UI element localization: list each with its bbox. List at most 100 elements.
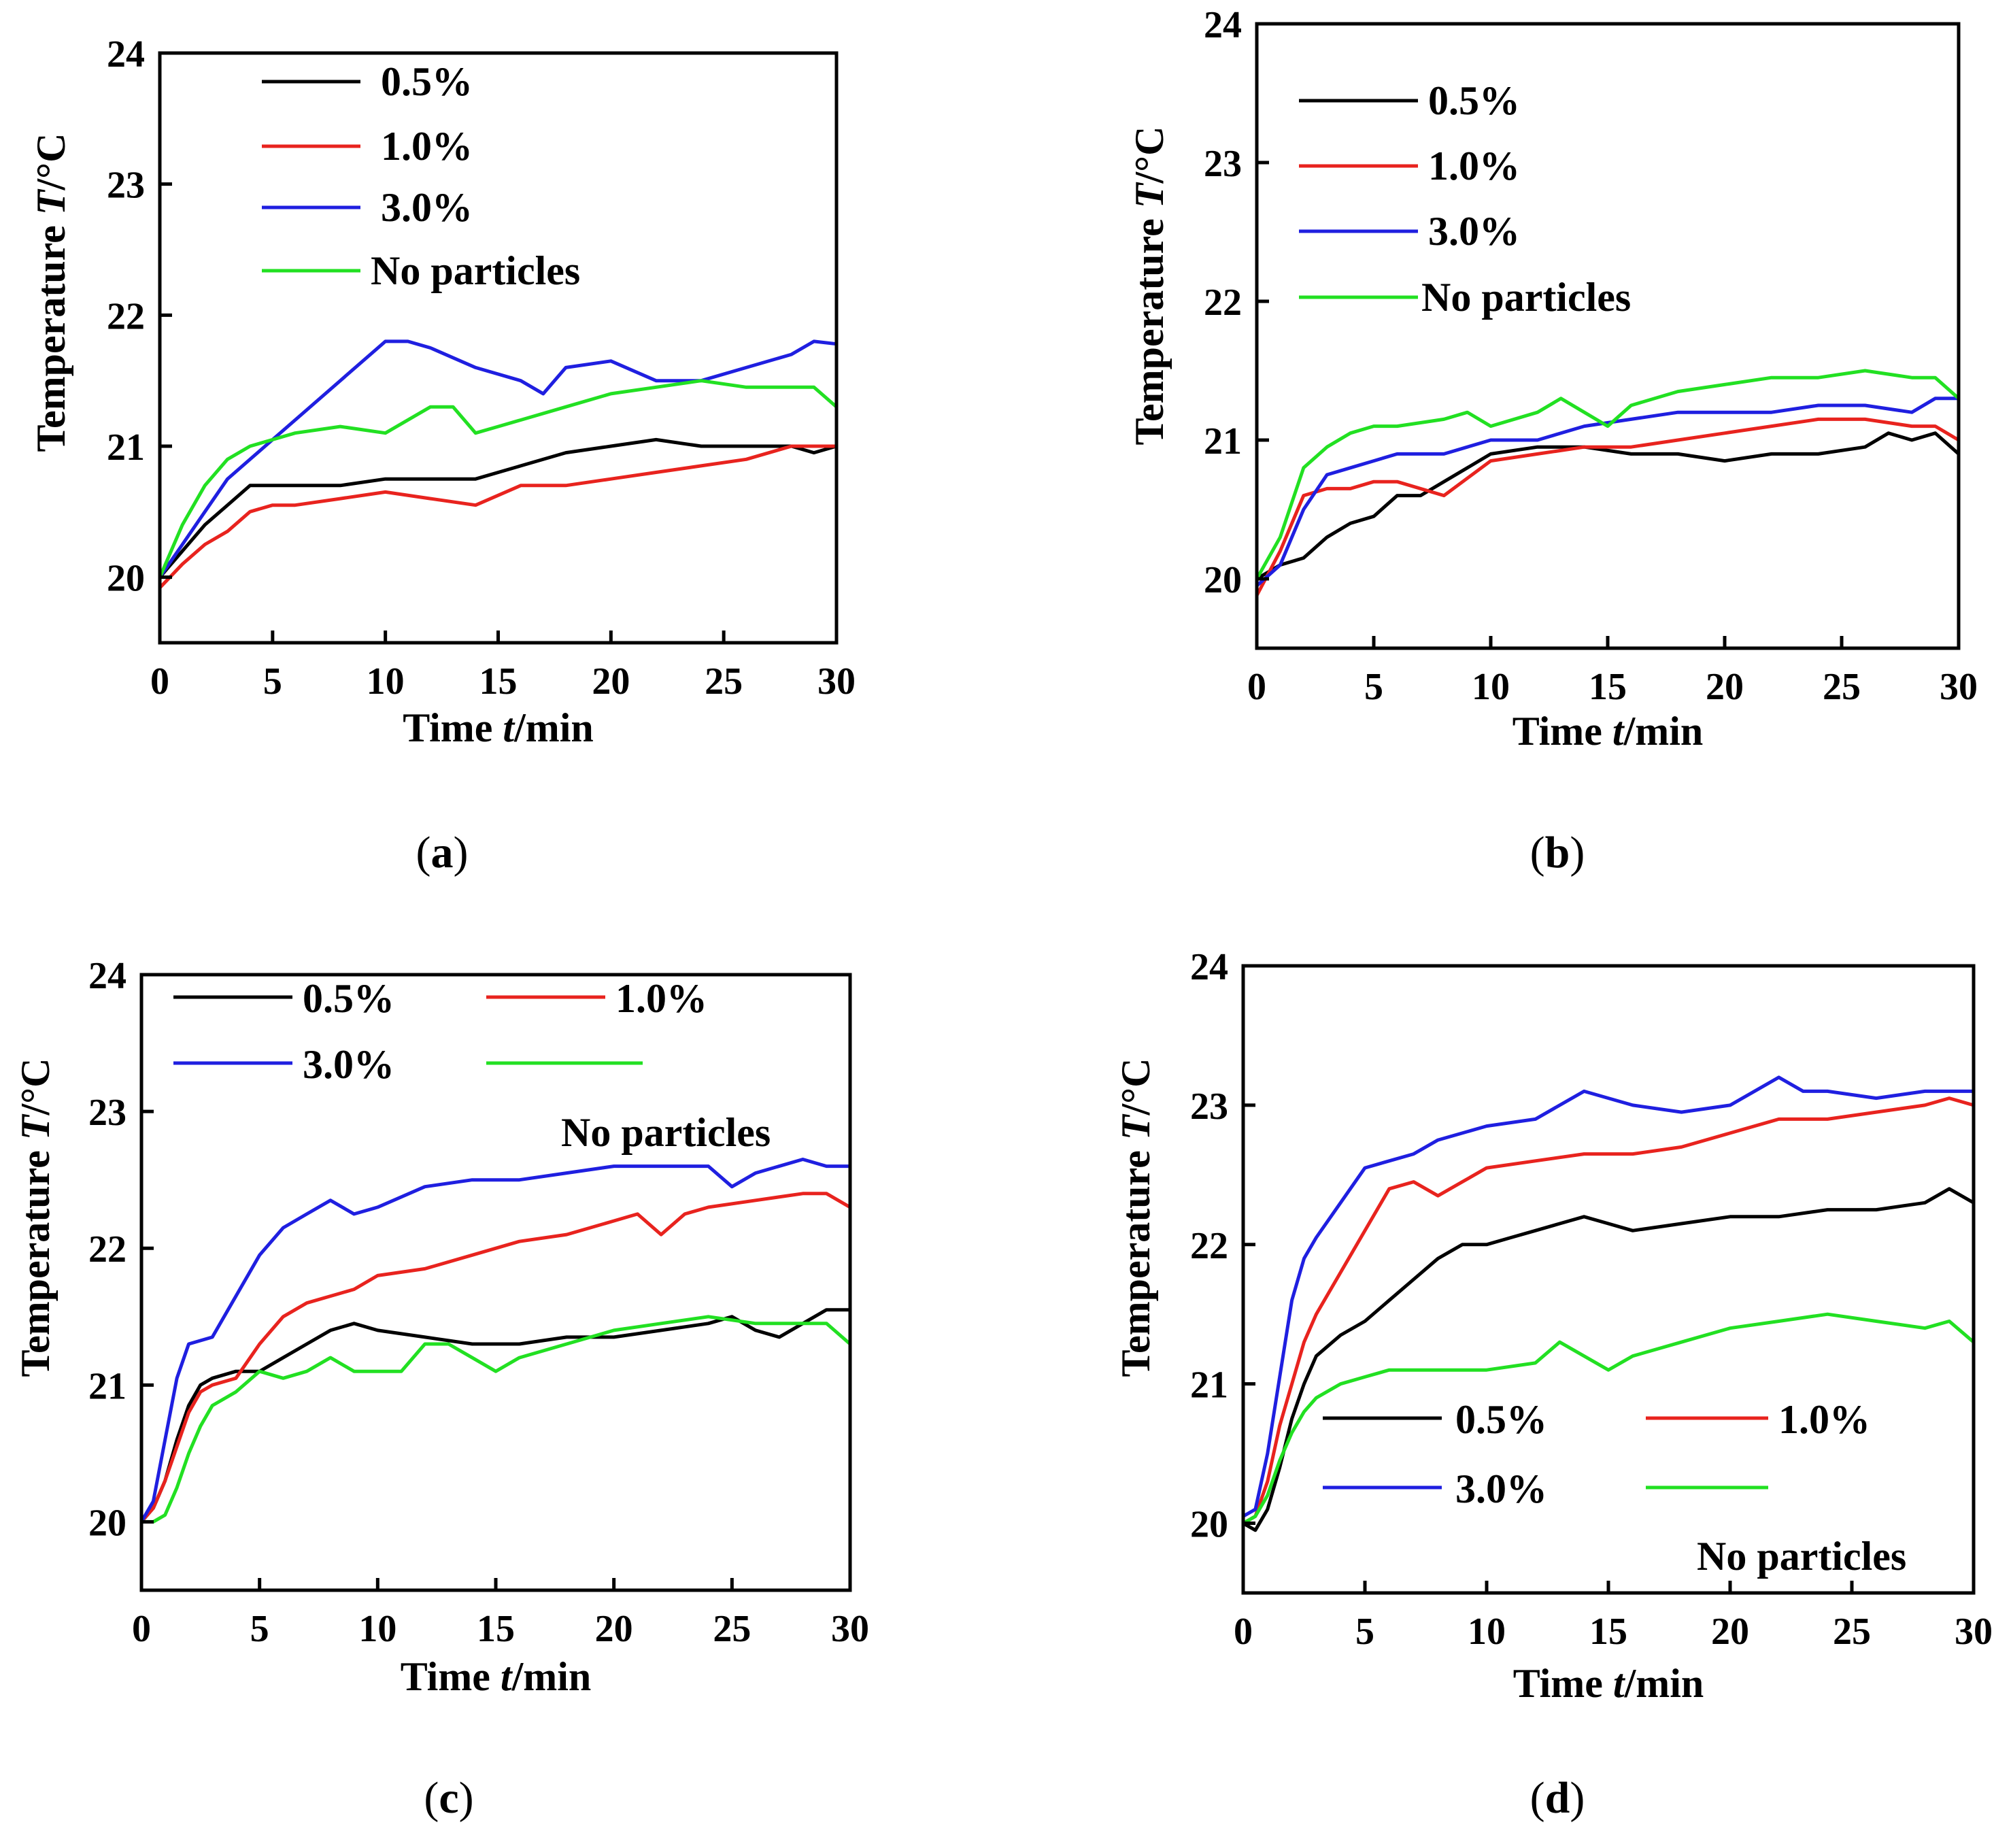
series-line-3-2	[139, 1192, 852, 1524]
panel-label-letter: d	[1545, 1773, 1570, 1823]
y-tick-label: 21	[1204, 420, 1242, 463]
x-tick-label: 20	[1706, 666, 1744, 708]
y-tick-label: 23	[107, 165, 145, 207]
x-tick-label: 30	[1940, 666, 1978, 708]
legend-label: No particles	[1697, 1534, 1906, 1579]
y-tick-label: 20	[107, 558, 145, 600]
y-tick-label: 22	[88, 1228, 126, 1271]
y-tick-label: 24	[1204, 4, 1242, 46]
legend: 0.5% 1.0% 3.0% No particles	[173, 976, 771, 1155]
x-axis-title-main: Time	[1513, 1661, 1613, 1706]
x-tick-label: 20	[592, 660, 630, 703]
series-line-4-1	[1241, 1187, 1976, 1532]
x-axis-title-var: t	[503, 705, 516, 750]
series-line-2-1	[1255, 431, 1961, 581]
legend-label: 0.5%	[1428, 78, 1520, 123]
y-tick-label: 24	[88, 955, 126, 997]
legend-label: 1.0%	[1428, 144, 1520, 188]
y-tick-label: 23	[88, 1092, 126, 1134]
series-line-3-3	[139, 1158, 852, 1524]
series-line-1-4	[158, 379, 839, 579]
legend-label: 0.5%	[303, 976, 394, 1021]
plot-frame	[139, 973, 852, 1592]
plot-frame	[1241, 964, 1976, 1595]
x-tick-label: 0	[1234, 1611, 1253, 1653]
series-line-3-1	[139, 1308, 852, 1524]
y-axis-title-main: Temperature	[1113, 1140, 1158, 1377]
y-axis-title-var: T	[1127, 182, 1172, 208]
y-axis-title-main: Temperature	[13, 1140, 58, 1377]
series-line-4-3	[1241, 1075, 1976, 1518]
y-tick-label: 24	[107, 33, 145, 75]
x-axis-title-var: t	[1613, 1661, 1626, 1706]
legend-label: 3.0%	[1455, 1466, 1547, 1511]
x-tick-label: 15	[479, 660, 518, 703]
x-tick-label: 25	[1833, 1611, 1871, 1653]
panel-label-close: )	[454, 828, 469, 877]
y-axis-title-var: T	[13, 1113, 58, 1140]
x-axis-title-main: Time	[401, 1654, 501, 1699]
series-line-1-1	[158, 437, 839, 579]
x-tick-label: 10	[1472, 666, 1510, 708]
chart-panel-1: 0 5 10 15 20 25 30 20 21 22 23 24 Time t/min Temperat…	[29, 33, 856, 877]
x-tick-label: 15	[1589, 666, 1627, 708]
panel-label-letter: a	[431, 828, 454, 877]
x-axis-title-unit: /min	[511, 1654, 592, 1699]
y-axis-title-unit: /°C	[1127, 127, 1172, 184]
y-axis-title-unit: /°C	[29, 133, 73, 191]
y-axis-title: Temperature T/°C	[1113, 1058, 1158, 1377]
y-tick-label: 21	[107, 426, 145, 469]
x-axis-title-main: Time	[1513, 709, 1612, 754]
series-line-3-4	[139, 1315, 852, 1524]
panel-label-close: )	[1570, 1773, 1585, 1823]
x-tick-label: 25	[713, 1608, 751, 1650]
x-axis-title-var: t	[1612, 709, 1625, 754]
x-tick-label: 30	[1955, 1611, 1993, 1653]
x-tick-label: 20	[595, 1608, 633, 1650]
y-tick-label: 21	[88, 1365, 126, 1407]
y-axis-title-main: Temperature	[1127, 208, 1172, 445]
y-tick-label: 21	[1190, 1364, 1228, 1407]
legend-label: 1.0%	[615, 976, 707, 1021]
x-tick-label: 5	[1364, 666, 1383, 708]
chart-panel-3: 0 5 10 15 20 25 30 20 21 22 23 24 Time t/min Temperat…	[13, 955, 869, 1823]
legend-label: 3.0%	[381, 185, 473, 230]
panel-label: (b)	[1530, 828, 1585, 877]
plot-frame	[158, 51, 839, 645]
series-line-1-3	[158, 339, 839, 579]
x-tick-label: 10	[1468, 1611, 1506, 1653]
x-tick-label: 0	[150, 660, 169, 703]
series-line-2-4	[1255, 369, 1961, 581]
x-axis-title: Time t/min	[401, 1654, 592, 1699]
x-tick-label: 5	[1355, 1611, 1374, 1653]
x-tick-label: 15	[1589, 1611, 1627, 1653]
legend-label: No particles	[1421, 275, 1631, 320]
legend-label: 0.5%	[381, 59, 473, 104]
y-tick-label: 22	[107, 295, 145, 337]
series-line-4-4	[1241, 1312, 1976, 1526]
y-axis-title-var: T	[1113, 1113, 1158, 1140]
legend-label: 1.0%	[381, 124, 473, 169]
x-axis-title: Time t/min	[1513, 709, 1704, 754]
panel-label: (a)	[416, 828, 469, 877]
chart-panel-4: 0 5 10 15 20 25 30 20 21 22 23 24 Time t/min Temperat…	[1113, 946, 1993, 1823]
panel-label-close: )	[459, 1773, 474, 1823]
x-tick-label: 5	[250, 1608, 269, 1650]
x-tick-label: 10	[358, 1608, 396, 1650]
panel-label-open: (	[1530, 1773, 1545, 1823]
panel-label-open: (	[1530, 828, 1545, 877]
y-axis-title-unit: /°C	[1113, 1058, 1158, 1116]
plot-frame	[1255, 22, 1961, 650]
chart-panel-2: 0 5 10 15 20 25 30 20 21 22 23 24 Time t/min Temperat…	[1127, 4, 1978, 877]
x-axis-title: Time t/min	[1513, 1661, 1704, 1706]
legend-label: 1.0%	[1778, 1397, 1870, 1442]
legend-label: 3.0%	[303, 1042, 394, 1087]
x-tick-label: 20	[1711, 1611, 1749, 1653]
legend: 0.5% 1.0% 3.0% No particles	[262, 59, 580, 293]
y-tick-label: 23	[1190, 1086, 1228, 1128]
panel-label-letter: c	[439, 1773, 458, 1823]
legend: 0.5% 1.0% 3.0% No particles	[1323, 1397, 1906, 1579]
x-axis-title-unit: /min	[1624, 1661, 1704, 1706]
y-tick-label: 22	[1204, 282, 1242, 324]
